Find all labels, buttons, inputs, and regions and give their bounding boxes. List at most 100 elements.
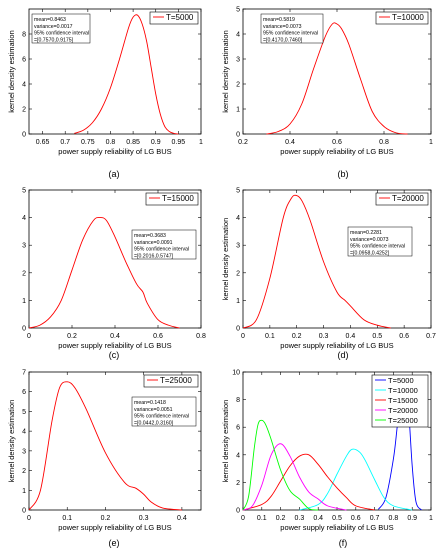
y-tick-label: 2 (22, 107, 26, 114)
series-line-T=10000 (266, 22, 408, 135)
x-tick-label: 0.9 (151, 139, 161, 146)
y-tick-label: 0 (22, 326, 26, 333)
legend-box (149, 11, 199, 25)
stats-box (131, 229, 197, 260)
y-tick-label: 3 (22, 448, 26, 455)
x-tick-label: 0.75 (81, 139, 95, 146)
x-tick-label: 0.4 (110, 333, 120, 340)
x-tick-label: 0.6 (351, 515, 361, 522)
stats-line: 95% confidence interval (134, 247, 189, 253)
y-tick-label: 7 (22, 370, 26, 377)
y-tick-label: 4 (22, 82, 26, 89)
x-tick-label: 0.7 (370, 515, 380, 522)
stats-line: 95% confidence interval (350, 244, 405, 250)
legend-box (143, 374, 199, 388)
stats-line: mean=0.5819 (263, 17, 295, 23)
legend-entry: T=20000 (388, 406, 418, 415)
panel-caption: (d) (338, 350, 349, 360)
stats-line: variance=0.0091 (134, 240, 173, 246)
x-tick-label: 0.2 (238, 139, 248, 146)
x-tick-label: 0.4 (177, 515, 187, 522)
x-axis-label: power supply reliability of LG BUS (58, 523, 171, 532)
x-tick-label: 0.7 (60, 139, 70, 146)
x-tick-label: 0.8 (379, 139, 389, 146)
x-tick-label: 0.4 (285, 139, 295, 146)
chart-panel-b: 0.2 0.4 0.6 0.8 1 0 1 2 3 4 5 power supply reliabil… (221, 7, 433, 180)
stats-line: =[0.4170,0.7460] (263, 37, 303, 43)
x-tick-label: 0.4 (346, 333, 356, 340)
x-tick-label: 0 (27, 333, 31, 340)
chart-panel-c: 0 0.2 0.4 0.6 0.8 0 1 2 3 4 5 power supply reliabil… (22, 188, 206, 361)
stats-line: =[0.7570,0.9175] (34, 37, 74, 43)
x-tick-label: 0.2 (101, 515, 111, 522)
stats-box (131, 396, 197, 427)
x-tick-label: 0 (27, 515, 31, 522)
y-tick-label: 4 (236, 215, 240, 222)
x-tick-label: 0.3 (295, 515, 305, 522)
y-tick-label: 3 (236, 243, 240, 250)
x-tick-label: 0 (241, 515, 245, 522)
x-tick-label: 0.3 (319, 333, 329, 340)
panel-caption: (e) (109, 538, 120, 548)
x-tick-label: 0.2 (276, 515, 286, 522)
series-line-T=15000 (242, 453, 375, 511)
chart-panel-d: 0 0.1 0.2 0.3 0.4 0.5 0.6 0.7 0 1 2 3 4 5 power supply… (221, 188, 436, 361)
legend-box (375, 11, 429, 25)
y-tick-label: 1 (236, 298, 240, 305)
y-tick-label: 4 (22, 429, 26, 436)
y-tick-label: 1 (22, 488, 26, 495)
y-tick-label: 0 (236, 132, 240, 139)
y-tick-label: 5 (236, 7, 240, 14)
stats-line: =[0.0442,0.3160] (134, 420, 174, 426)
y-tick-label: 0 (22, 508, 26, 515)
x-tick-label: 0.1 (257, 515, 267, 522)
y-axis-label: kernel density estimation (7, 400, 16, 483)
x-axis-label: power supply reliability of LG BUS (280, 341, 393, 350)
stats-line: =[0.0958,0.4252] (350, 250, 390, 256)
x-tick-label: 1 (199, 139, 203, 146)
y-tick-label: 4 (236, 452, 240, 459)
chart-panel-e: 0 0.1 0.2 0.3 0.4 0 1 2 3 4 5 6 7 power supply reliab… (7, 370, 202, 548)
x-tick-label: 0.85 (126, 139, 140, 146)
stats-box (31, 13, 91, 44)
legend-entry: T=20000 (392, 194, 424, 203)
y-tick-label: 5 (22, 409, 26, 416)
stats-line: variance=0.0017 (34, 24, 73, 30)
y-tick-label: 8 (22, 32, 26, 39)
y-tick-label: 3 (236, 57, 240, 64)
x-tick-label: 0.2 (67, 333, 77, 340)
legend-entry: T=15000 (162, 194, 194, 203)
x-tick-label: 0.65 (36, 139, 50, 146)
legend-entry: T=10000 (392, 13, 424, 22)
series-line-T=20000 (242, 194, 391, 329)
x-tick-label: 0.2 (292, 333, 302, 340)
y-axis-label: kernel density estimation (221, 30, 230, 113)
y-tick-label: 10 (232, 370, 240, 377)
y-axis-label: kernel density estimation (221, 400, 230, 483)
y-tick-label: 6 (22, 389, 26, 396)
x-axis-label: power supply reliability of LG BUS (58, 147, 171, 156)
y-tick-label: 4 (236, 32, 240, 39)
x-tick-label: 0.5 (372, 333, 382, 340)
x-tick-label: 0.6 (153, 333, 163, 340)
stats-box (260, 13, 324, 44)
series-line-T=20000 (242, 443, 347, 511)
legend-box (145, 192, 199, 206)
series-line-T=25000 (28, 381, 182, 511)
legend-entry: T=25000 (388, 416, 418, 425)
stats-line: 95% confidence interval (34, 31, 89, 37)
x-tick-label: 1 (429, 515, 433, 522)
series-line-T=10000 (299, 448, 413, 511)
x-tick-label: 0.1 (62, 515, 72, 522)
y-tick-label: 0 (22, 132, 26, 139)
chart-panel-a: 0.65 0.7 0.75 0.8 0.85 0.9 0.95 1 0 2 4 6 8 power sup… (7, 8, 203, 179)
x-tick-label: 0.3 (139, 515, 149, 522)
x-tick-label: 0.6 (399, 333, 409, 340)
x-axis-label: power supply reliability of LG BUS (280, 523, 393, 532)
legend-box (375, 192, 429, 206)
y-tick-label: 6 (236, 425, 240, 432)
x-tick-label: 0.8 (389, 515, 399, 522)
x-tick-label: 0.6 (332, 139, 342, 146)
stats-line: 95% confidence interval (134, 414, 189, 420)
